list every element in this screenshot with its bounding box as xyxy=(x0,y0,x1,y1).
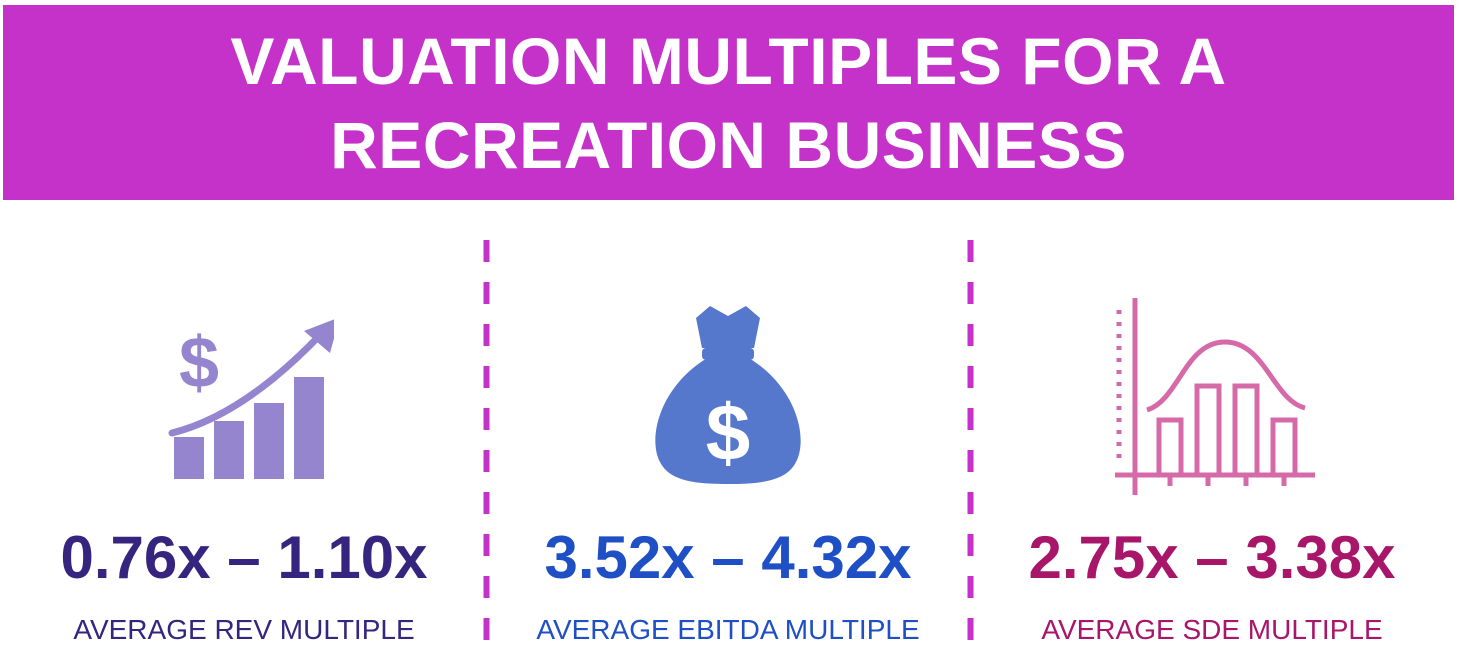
money-bag-icon: $ xyxy=(655,306,801,484)
revenue-growth-chart-icon: $ xyxy=(168,319,334,479)
ebitda-multiple-label: AVERAGE EBITDA MULTIPLE xyxy=(536,614,920,645)
ebitda-multiple-range: 3.52x – 4.32x xyxy=(544,524,912,591)
ebitda-multiple-panel: $ 3.52x – 4.32x AVERAGE EBITDA MULTIPLE xyxy=(486,240,970,658)
distribution-chart-icon xyxy=(1115,298,1315,495)
rev-multiple-panel: $ 0.76x – 1.10x AVERAGE REV MULTIPLE xyxy=(2,240,486,658)
sde-multiple-panel: 2.75x – 3.38x AVERAGE SDE MULTIPLE xyxy=(970,240,1454,658)
title-banner: VALUATION MULTIPLES FOR A RECREATION BUS… xyxy=(3,5,1454,200)
rev-multiple-range: 0.76x – 1.10x xyxy=(60,524,428,591)
title-line-2: RECREATION BUSINESS xyxy=(330,107,1127,182)
svg-text:$: $ xyxy=(706,388,751,477)
sde-multiple-range: 2.75x – 3.38x xyxy=(1028,524,1396,591)
svg-text:$: $ xyxy=(179,323,219,403)
title-line-1: VALUATION MULTIPLES FOR A xyxy=(230,23,1227,98)
sde-multiple-label: AVERAGE SDE MULTIPLE xyxy=(1041,614,1383,645)
rev-multiple-label: AVERAGE REV MULTIPLE xyxy=(73,614,415,645)
